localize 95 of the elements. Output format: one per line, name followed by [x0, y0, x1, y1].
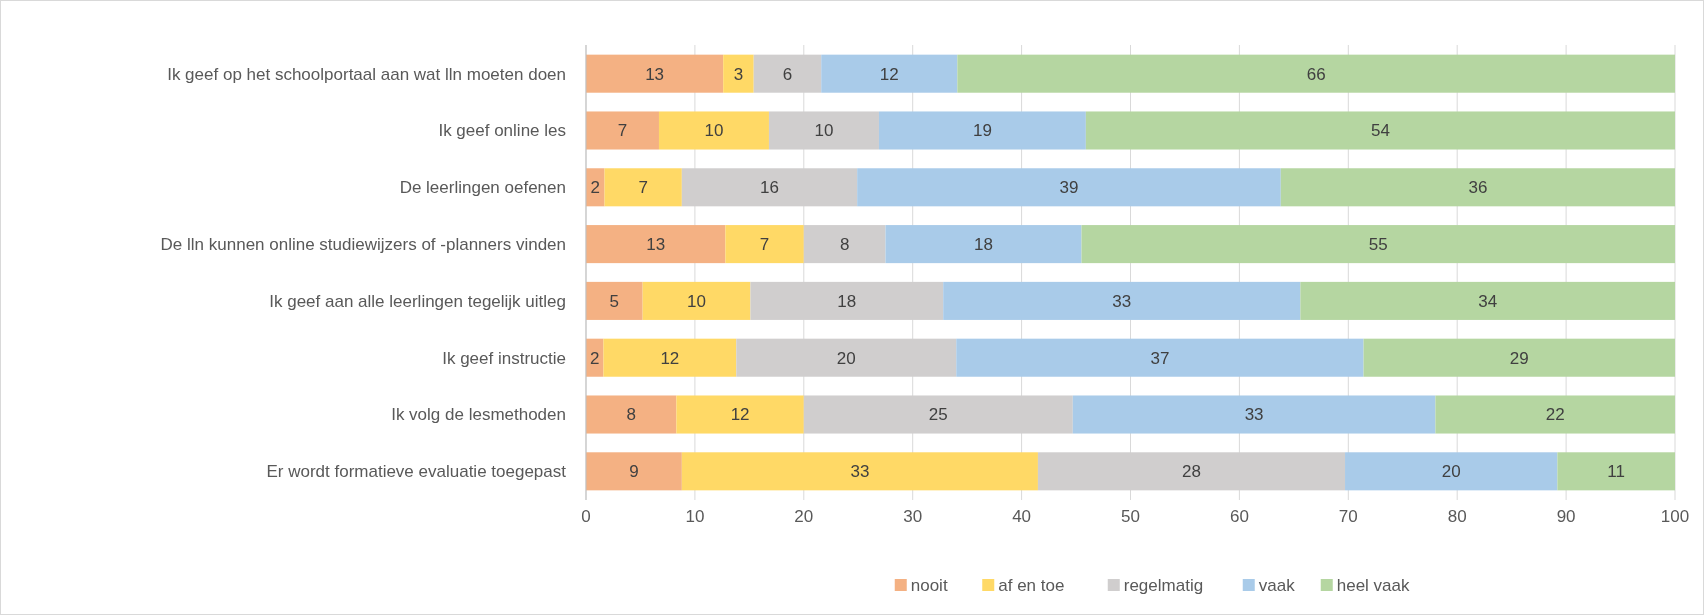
- bar: [586, 281, 643, 320]
- data-label: 10: [687, 291, 706, 311]
- data-label: 34: [1478, 291, 1498, 311]
- bar: [956, 338, 1364, 377]
- bar: [1081, 225, 1675, 264]
- bar: [586, 395, 677, 434]
- data-label: 16: [760, 178, 779, 198]
- bar: [1557, 452, 1675, 491]
- x-tick-label: 20: [794, 507, 814, 526]
- y-tick-label: De leerlingen oefenen: [399, 178, 566, 198]
- data-label: 19: [972, 121, 992, 141]
- x-tick-label: 100: [1660, 507, 1690, 526]
- bar: [821, 54, 958, 93]
- data-label: 22: [1545, 405, 1565, 425]
- bar: [1072, 395, 1436, 434]
- data-label: 10: [704, 121, 724, 141]
- bar: [1300, 281, 1675, 320]
- bar: [603, 338, 737, 377]
- data-label: 11: [1607, 462, 1626, 482]
- data-label: 33: [850, 462, 870, 482]
- data-label: 54: [1370, 121, 1390, 141]
- bar: [723, 54, 754, 93]
- bar: [857, 168, 1281, 207]
- data-label: 6: [782, 64, 793, 84]
- y-tick-label: Ik geef aan alle leerlingen tegelijk uitleg: [269, 291, 566, 311]
- y-tick-label: Ik geef online les: [438, 121, 566, 141]
- data-label: 12: [660, 348, 680, 368]
- bar: [1345, 452, 1558, 491]
- data-label: 12: [730, 405, 750, 425]
- data-label: 8: [626, 405, 636, 425]
- y-tick-label: Ik geef op het schoolportaal aan wat lln moeten doen: [167, 64, 566, 84]
- data-label: 3: [733, 64, 744, 84]
- bar: [725, 225, 804, 264]
- x-tick-label: 50: [1121, 507, 1140, 526]
- bar: [1085, 111, 1675, 150]
- data-label: 2: [590, 178, 600, 198]
- bar: [943, 281, 1301, 320]
- legend-label: vaak: [1258, 575, 1296, 595]
- data-label: 9: [629, 462, 639, 482]
- x-tick-label: 40: [1012, 507, 1032, 526]
- data-label: 66: [1306, 64, 1326, 84]
- data-label: 55: [1368, 235, 1388, 255]
- x-tick-label: 10: [685, 507, 705, 526]
- bar: [885, 225, 1082, 264]
- legend-label: regelmatig: [1123, 575, 1204, 595]
- legend-label: af en toe: [998, 575, 1065, 595]
- bar: [676, 395, 804, 434]
- data-label: 33: [1244, 405, 1264, 425]
- data-label: 39: [1059, 178, 1079, 198]
- data-label: 13: [646, 235, 666, 255]
- bar: [1280, 168, 1675, 207]
- y-tick-label: Ik geef instructie: [442, 348, 566, 368]
- bar: [586, 452, 682, 491]
- data-label: 20: [836, 348, 856, 368]
- data-label: 7: [759, 235, 770, 255]
- data-label: 8: [839, 235, 850, 255]
- bar: [586, 54, 724, 93]
- data-label: 29: [1509, 348, 1529, 368]
- data-label: 33: [1112, 291, 1132, 311]
- data-label: 10: [814, 121, 834, 141]
- bar: [586, 225, 726, 264]
- x-tick-label: 70: [1338, 507, 1358, 526]
- bar: [604, 168, 682, 207]
- x-tick-label: 80: [1447, 507, 1467, 526]
- bar: [586, 111, 659, 150]
- bar: [957, 54, 1675, 93]
- data-label: 2: [589, 348, 600, 368]
- data-label: 12: [879, 64, 899, 84]
- y-tick-label: Ik volg de lesmethoden: [391, 405, 566, 425]
- legend-label: nooit: [910, 575, 948, 595]
- data-label: 20: [1441, 462, 1461, 482]
- data-label: 37: [1150, 348, 1170, 368]
- bar: [1435, 395, 1675, 434]
- y-tick-label: De lln kunnen online studiewijzers of -planners vinden: [160, 235, 566, 255]
- x-tick-label: 90: [1556, 507, 1576, 526]
- bar: [658, 111, 769, 150]
- legend-label: heel vaak: [1336, 575, 1411, 595]
- data-label: 5: [609, 291, 620, 311]
- bar: [1363, 338, 1675, 377]
- data-label: 25: [928, 405, 948, 425]
- bar: [681, 452, 1038, 491]
- data-label: 7: [617, 121, 628, 141]
- x-tick-label: 0: [581, 507, 591, 526]
- data-label: 7: [638, 178, 648, 198]
- bar: [803, 225, 886, 264]
- bar: [878, 111, 1086, 150]
- data-label: 28: [1182, 462, 1201, 482]
- data-label: 13: [645, 64, 665, 84]
- data-label: 18: [974, 235, 993, 255]
- x-tick-label: 30: [903, 507, 923, 526]
- bar: [642, 281, 751, 320]
- data-label: 36: [1468, 178, 1488, 198]
- data-label: 18: [837, 291, 857, 311]
- x-tick-label: 60: [1229, 507, 1249, 526]
- y-tick-label: Er wordt formatieve evaluatie toegepast: [266, 462, 567, 482]
